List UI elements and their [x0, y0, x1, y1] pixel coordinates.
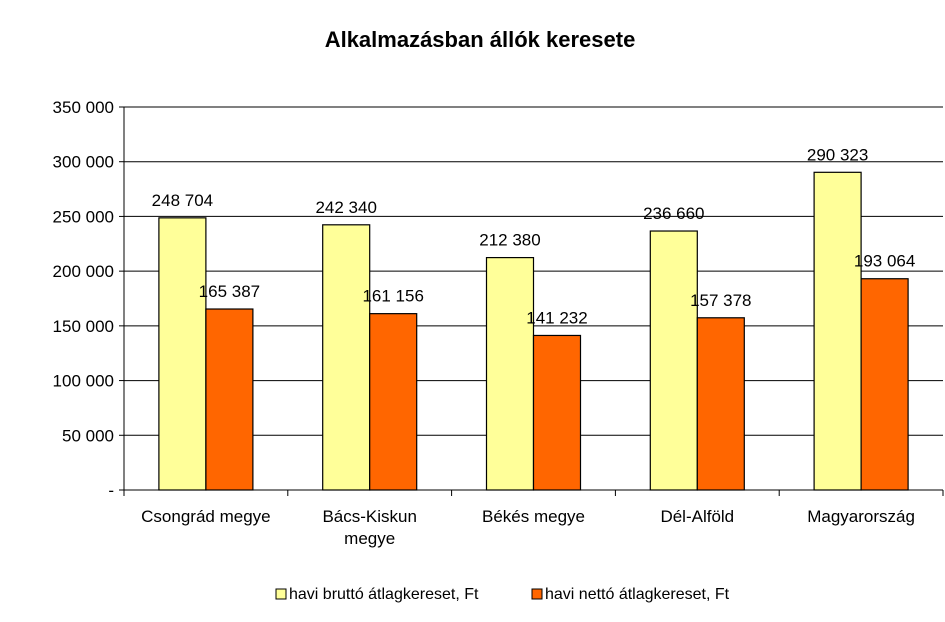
x-tick-label: Csongrád megye [141, 507, 270, 526]
legend-swatch-brutto [275, 588, 287, 600]
y-tick-label: 150 000 [53, 317, 114, 336]
bars [158, 171, 909, 491]
y-tick-label: 250 000 [53, 207, 114, 226]
bar-netto [205, 308, 254, 491]
data-label: 161 156 [362, 287, 423, 306]
bar-brutto [158, 217, 207, 491]
bar-netto [532, 334, 582, 491]
y-tick-label: 350 000 [53, 98, 114, 117]
bar-netto [696, 317, 745, 491]
y-tick-label: 200 000 [53, 262, 114, 281]
bar-brutto [485, 256, 535, 491]
legend-label-netto: havi nettó átlagkereset, Ft [545, 586, 730, 603]
y-tick-label: - [108, 481, 114, 500]
bar-netto [369, 313, 418, 491]
data-label: 157 378 [690, 291, 751, 310]
bar-netto [860, 278, 909, 491]
data-label: 141 232 [526, 308, 587, 327]
legend-swatch-netto [531, 588, 543, 600]
data-label: 236 660 [643, 204, 704, 223]
data-label: 242 340 [315, 198, 376, 217]
data-label: 165 387 [199, 282, 260, 301]
legend-label-brutto: havi bruttó átlagkereset, Ft [289, 586, 479, 603]
x-tick-label: Dél-Alföld [660, 507, 734, 526]
chart-title: Alkalmazásban állók keresete [325, 27, 636, 52]
data-label: 193 064 [854, 252, 915, 271]
data-label: 248 704 [152, 191, 213, 210]
x-tick-label: Magyarország [807, 507, 915, 526]
y-tick-label: 50 000 [62, 426, 114, 445]
bar-brutto [322, 224, 371, 491]
bar-brutto [813, 171, 862, 491]
data-label: 290 323 [807, 145, 868, 164]
data-label: 212 380 [479, 231, 540, 250]
legend: havi bruttó átlagkereset, Ft havi nettó á… [275, 586, 730, 603]
y-tick-label: 300 000 [53, 153, 114, 172]
bar-brutto [649, 230, 698, 491]
x-tick-label: Bács-Kiskun megye [322, 507, 416, 548]
axes: - 50 000 100 000 150 000 200 000 250 000 300 0… [53, 98, 944, 548]
y-tick-label: 100 000 [53, 372, 114, 391]
x-tick-label: Békés megye [482, 507, 585, 526]
data-labels: 248 704 165 387 242 340 161 156 212 380 141 2… [152, 145, 916, 327]
